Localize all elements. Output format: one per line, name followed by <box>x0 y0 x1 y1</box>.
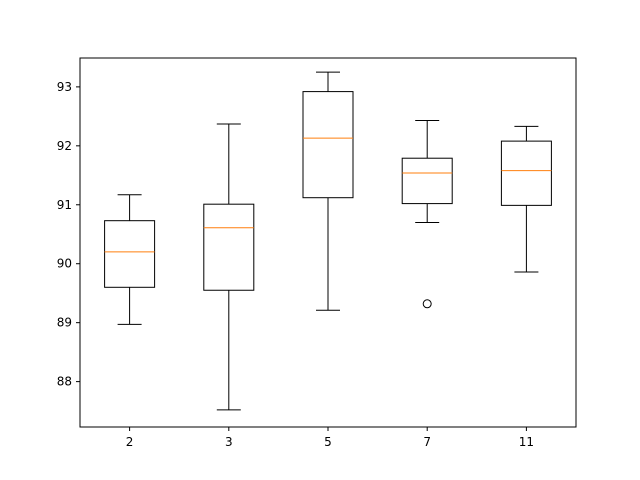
iqr-box <box>500 140 552 206</box>
iqr-box <box>104 220 156 288</box>
box-group-11 <box>500 125 552 273</box>
y-tick-label: 91 <box>57 198 72 212</box>
outlier-point <box>422 299 432 309</box>
iqr-box <box>401 157 453 205</box>
x-tick-label: 2 <box>126 435 134 449</box>
y-tick-label: 90 <box>57 257 72 271</box>
box-group-5 <box>302 71 354 311</box>
iqr-box <box>302 91 354 199</box>
box-group-3 <box>203 123 255 411</box>
y-tick-label: 89 <box>57 316 72 330</box>
x-tick-label: 5 <box>324 435 332 449</box>
iqr-box <box>203 203 255 291</box>
axes: 88 89 90 91 92 93 2 3 5 7 11 <box>57 57 577 449</box>
x-tick-label: 11 <box>519 435 534 449</box>
box-group-2 <box>104 194 156 325</box>
plot-area <box>104 71 552 411</box>
x-tick-label: 7 <box>423 435 431 449</box>
y-tick-label: 93 <box>57 80 72 94</box>
box-group-7 <box>401 119 453 309</box>
x-tick-label: 3 <box>225 435 233 449</box>
y-tick-label: 88 <box>57 375 72 389</box>
y-tick-label: 92 <box>57 139 72 153</box>
